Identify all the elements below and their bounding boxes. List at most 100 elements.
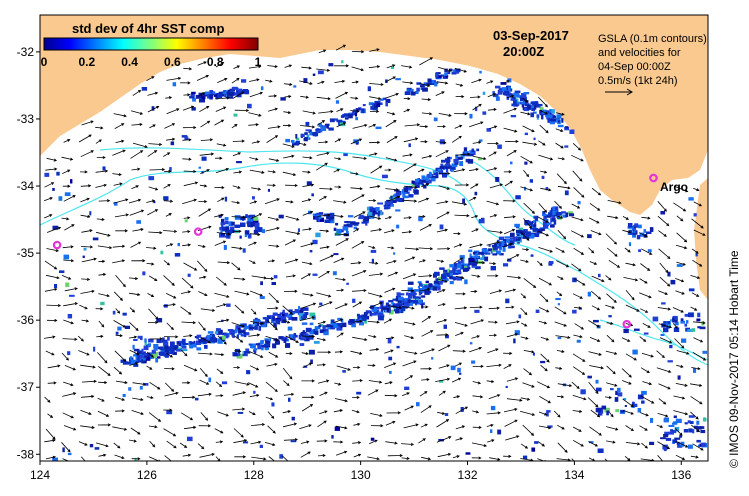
sst-pixel xyxy=(122,361,128,365)
velocity-arrow-icon xyxy=(267,107,278,112)
sst-pixel xyxy=(250,343,256,349)
velocity-arrow-icon xyxy=(214,353,225,357)
sst-pixel xyxy=(718,428,724,430)
sst-pixel xyxy=(348,114,353,119)
sst-pixel xyxy=(231,86,238,90)
sst-pixel xyxy=(693,213,697,217)
sst-pixel xyxy=(587,234,592,239)
velocity-arrow-icon xyxy=(589,365,604,370)
velocity-arrow-icon xyxy=(200,336,212,344)
sst-pixel xyxy=(332,271,337,276)
sst-pixel xyxy=(632,234,636,238)
velocity-arrow-icon xyxy=(216,232,232,236)
velocity-arrow-icon xyxy=(282,124,292,128)
sst-pixel xyxy=(688,312,694,318)
velocity-arrow-icon xyxy=(250,213,263,220)
sst-pixel xyxy=(132,344,135,350)
velocity-arrow-icon xyxy=(112,426,128,431)
velocity-arrow-icon xyxy=(231,322,245,328)
velocity-arrow-icon xyxy=(267,216,280,221)
sst-pixel xyxy=(457,263,462,269)
sst-pixel xyxy=(318,212,324,215)
sst-pixel xyxy=(279,312,284,315)
sst-pixel xyxy=(514,90,521,94)
sst-pixel xyxy=(397,303,404,306)
sst-pixel xyxy=(514,330,520,336)
sst-pixel xyxy=(391,302,395,305)
sst-pixel xyxy=(408,302,413,306)
sst-pixel xyxy=(182,343,189,345)
sst-pixel xyxy=(303,365,308,368)
velocity-arrow-icon xyxy=(403,423,419,429)
sst-pixel xyxy=(450,165,456,170)
y-tick-label: -37 xyxy=(17,380,35,394)
velocity-arrow-icon xyxy=(316,363,326,367)
sst-pixel xyxy=(359,322,364,326)
velocity-arrow-icon xyxy=(385,120,397,128)
velocity-arrow-icon xyxy=(537,441,545,447)
sst-pixel xyxy=(240,334,246,337)
sst-pixel xyxy=(147,343,151,347)
velocity-arrow-icon xyxy=(200,138,214,142)
gsla-contour xyxy=(469,159,576,246)
sst-pixel xyxy=(253,219,259,224)
sst-pixel xyxy=(672,439,678,443)
sst-pixel xyxy=(441,159,446,163)
sst-pixel xyxy=(482,91,486,95)
sst-pixel xyxy=(162,337,165,340)
sst-pixel xyxy=(247,217,253,222)
sst-pixel xyxy=(488,244,491,247)
velocity-arrow-icon xyxy=(199,106,210,113)
velocity-arrow-icon xyxy=(606,382,618,387)
velocity-arrow-icon xyxy=(44,335,56,339)
velocity-arrow-icon xyxy=(96,231,111,237)
sst-pixel xyxy=(693,368,697,373)
velocity-arrow-icon xyxy=(81,319,90,323)
sst-pixel xyxy=(513,99,517,105)
velocity-arrow-icon xyxy=(147,106,160,113)
velocity-arrow-icon xyxy=(557,395,565,399)
sst-pixel xyxy=(471,148,475,153)
sst-pixel xyxy=(620,410,625,413)
sst-pixel xyxy=(505,298,510,304)
sst-pixel xyxy=(394,198,400,202)
sst-pixel xyxy=(406,87,412,90)
velocity-arrow-icon xyxy=(437,247,451,251)
velocity-arrow-icon xyxy=(659,276,671,287)
velocity-arrow-icon xyxy=(302,362,313,368)
velocity-arrow-icon xyxy=(351,50,365,54)
velocity-arrow-icon xyxy=(369,184,381,189)
sst-pixel xyxy=(371,258,374,264)
velocity-arrow-icon xyxy=(589,202,601,211)
velocity-arrow-icon xyxy=(268,244,280,248)
velocity-arrow-icon xyxy=(573,334,583,339)
sst-pixel xyxy=(712,435,716,437)
sst-pixel xyxy=(234,215,241,220)
velocity-arrow-icon xyxy=(267,320,278,331)
velocity-arrow-icon xyxy=(250,440,262,445)
colorbar-tick-label: 0.6 xyxy=(164,55,181,69)
velocity-arrow-icon xyxy=(215,96,231,100)
velocity-arrow-icon xyxy=(471,442,488,447)
sst-pixel xyxy=(377,313,384,317)
velocity-arrow-icon xyxy=(588,351,602,356)
velocity-arrow-icon xyxy=(591,290,602,300)
velocity-arrow-icon xyxy=(131,167,141,171)
velocity-arrow-icon xyxy=(284,239,297,246)
sst-pixel xyxy=(486,128,491,132)
sst-pixel xyxy=(388,356,393,361)
velocity-arrow-icon xyxy=(692,259,703,267)
sst-pixel xyxy=(425,280,429,284)
velocity-arrow-icon xyxy=(95,442,109,448)
sst-pixel xyxy=(536,116,539,120)
sst-pixel xyxy=(474,191,478,196)
sst-pixel xyxy=(595,407,602,413)
velocity-arrow-icon xyxy=(521,322,528,327)
sst-pixel xyxy=(52,457,58,461)
sst-pixel xyxy=(647,249,652,253)
sst-pixel xyxy=(418,291,422,296)
velocity-arrow-icon xyxy=(251,140,261,144)
velocity-arrow-icon xyxy=(233,335,244,343)
velocity-arrow-icon xyxy=(248,123,259,127)
velocity-arrow-icon xyxy=(605,275,612,281)
